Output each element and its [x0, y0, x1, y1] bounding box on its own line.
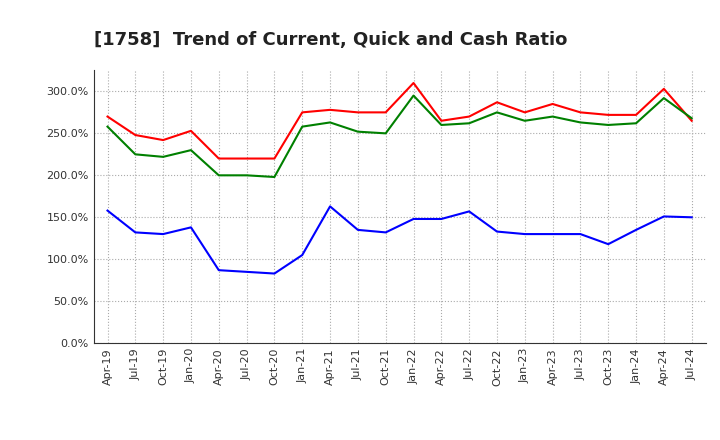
- Cash Ratio: [270, 271, 279, 276]
- Current Ratio: [437, 118, 446, 123]
- Cash Ratio: [521, 231, 529, 237]
- Current Ratio: [215, 156, 223, 161]
- Current Ratio: [576, 110, 585, 115]
- Quick Ratio: [576, 120, 585, 125]
- Current Ratio: [549, 101, 557, 106]
- Line: Quick Ratio: Quick Ratio: [107, 95, 692, 177]
- Cash Ratio: [354, 227, 362, 232]
- Quick Ratio: [242, 172, 251, 178]
- Quick Ratio: [325, 120, 334, 125]
- Current Ratio: [354, 110, 362, 115]
- Quick Ratio: [382, 131, 390, 136]
- Cash Ratio: [159, 231, 168, 237]
- Cash Ratio: [242, 269, 251, 275]
- Quick Ratio: [131, 152, 140, 157]
- Cash Ratio: [382, 230, 390, 235]
- Current Ratio: [131, 132, 140, 138]
- Current Ratio: [270, 156, 279, 161]
- Current Ratio: [409, 81, 418, 86]
- Current Ratio: [492, 99, 501, 105]
- Cash Ratio: [604, 242, 613, 247]
- Cash Ratio: [660, 214, 668, 219]
- Current Ratio: [688, 118, 696, 123]
- Cash Ratio: [576, 231, 585, 237]
- Current Ratio: [186, 128, 195, 133]
- Quick Ratio: [103, 124, 112, 129]
- Quick Ratio: [409, 93, 418, 98]
- Cash Ratio: [215, 268, 223, 273]
- Quick Ratio: [631, 121, 640, 126]
- Quick Ratio: [521, 118, 529, 123]
- Line: Cash Ratio: Cash Ratio: [107, 206, 692, 274]
- Quick Ratio: [186, 147, 195, 153]
- Current Ratio: [382, 110, 390, 115]
- Quick Ratio: [298, 124, 307, 129]
- Quick Ratio: [437, 122, 446, 128]
- Quick Ratio: [688, 116, 696, 121]
- Line: Current Ratio: Current Ratio: [107, 83, 692, 158]
- Quick Ratio: [492, 110, 501, 115]
- Quick Ratio: [549, 114, 557, 119]
- Current Ratio: [631, 112, 640, 117]
- Quick Ratio: [159, 154, 168, 159]
- Cash Ratio: [131, 230, 140, 235]
- Cash Ratio: [409, 216, 418, 222]
- Current Ratio: [298, 110, 307, 115]
- Current Ratio: [103, 114, 112, 119]
- Current Ratio: [159, 137, 168, 143]
- Cash Ratio: [631, 227, 640, 232]
- Current Ratio: [465, 114, 474, 119]
- Cash Ratio: [549, 231, 557, 237]
- Text: [1758]  Trend of Current, Quick and Cash Ratio: [1758] Trend of Current, Quick and Cash …: [94, 31, 567, 49]
- Cash Ratio: [298, 253, 307, 258]
- Quick Ratio: [604, 122, 613, 128]
- Cash Ratio: [103, 208, 112, 213]
- Current Ratio: [604, 112, 613, 117]
- Cash Ratio: [437, 216, 446, 222]
- Current Ratio: [242, 156, 251, 161]
- Current Ratio: [325, 107, 334, 113]
- Quick Ratio: [660, 95, 668, 101]
- Cash Ratio: [492, 229, 501, 234]
- Quick Ratio: [270, 174, 279, 180]
- Quick Ratio: [354, 129, 362, 134]
- Cash Ratio: [688, 215, 696, 220]
- Quick Ratio: [465, 121, 474, 126]
- Cash Ratio: [186, 225, 195, 230]
- Cash Ratio: [465, 209, 474, 214]
- Cash Ratio: [325, 204, 334, 209]
- Quick Ratio: [215, 172, 223, 178]
- Current Ratio: [521, 110, 529, 115]
- Current Ratio: [660, 86, 668, 92]
